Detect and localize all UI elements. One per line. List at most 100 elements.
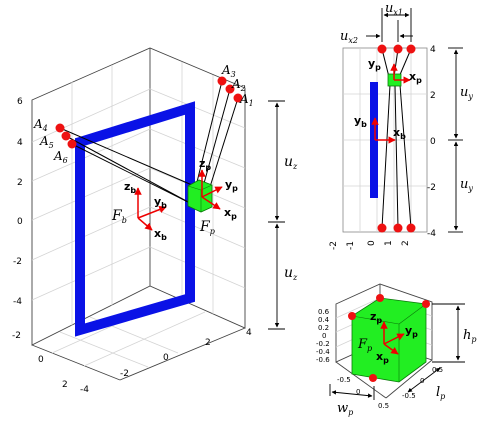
main-anchor-labels: A3 A2 A1 A4 A5 A6 <box>33 63 254 165</box>
top-view-x-ticks: -2 -1 0 1 2 <box>329 240 411 250</box>
lp-label: lp <box>436 385 445 401</box>
base-frame-label: Fb <box>111 208 127 225</box>
cube-x-label: xp <box>376 350 389 365</box>
uy-upper-label: uy <box>460 85 473 101</box>
y-tick: 4 <box>430 45 436 55</box>
base-y-label: yb <box>154 195 167 210</box>
cube-view-plot: zp yp xp Fp 0.6 0.4 0.2 0 -0.2 -0.4 -0.6… <box>316 283 477 417</box>
uy-dimensions: uy uy <box>448 47 473 233</box>
z-tick: 0 <box>322 332 326 340</box>
z-tick: -2 <box>13 257 22 267</box>
cube-frame-axes: zp yp xp Fp <box>357 310 418 365</box>
label-a2: A2 <box>231 77 246 93</box>
x-tick: 1 <box>384 240 394 246</box>
base-x-label: xb <box>154 227 167 242</box>
platform-frame-label: Fp <box>199 219 215 236</box>
uz-upper-label: uz <box>284 154 298 171</box>
hp-label: hp <box>463 328 477 344</box>
z-tick: 0.4 <box>318 316 330 324</box>
anchor-a6 <box>67 139 77 149</box>
top-view-y-ticks: 4 2 0 -2 -4 <box>427 45 436 239</box>
x-tick: -2 <box>329 241 339 250</box>
main-grid <box>31 47 246 381</box>
cube-frame-label: Fp <box>357 337 372 353</box>
main-anchors <box>55 76 243 149</box>
anchor-a1 <box>233 93 243 103</box>
main-y-ticks: -2 0 2 <box>12 331 68 390</box>
x-tick: -2 <box>120 369 129 379</box>
platform-y-label: yp <box>225 178 238 193</box>
y-tick: 2 <box>430 91 436 101</box>
uz-dimensions: uz uz <box>268 100 298 330</box>
platform-z-label: zp <box>199 157 211 172</box>
base-z-label: zb <box>124 180 136 195</box>
x-tick: 2 <box>401 240 411 246</box>
y-tick: 0 <box>430 137 436 147</box>
uz-lower-label: uz <box>284 265 298 282</box>
anchor-a2 <box>225 84 235 94</box>
x-tick: 4 <box>246 328 252 338</box>
top-view-cables <box>381 48 412 229</box>
main-3d-plot: 6 4 2 0 -2 -4 -4 -2 0 2 4 -2 0 2 <box>12 47 298 395</box>
ux-dimensions: ux1 ux2 <box>340 1 413 45</box>
cube-y-label: yp <box>405 324 418 339</box>
anchor-a5 <box>61 131 71 141</box>
top-view-platform-axes: yp xp <box>368 57 422 85</box>
z-tick: 6 <box>17 97 23 107</box>
label-a3: A3 <box>221 63 236 79</box>
x-tick: 0 <box>367 240 377 246</box>
z-tick: -0.4 <box>316 348 330 356</box>
ux1-label: ux1 <box>385 1 403 17</box>
top-view-frame-bar <box>370 82 378 198</box>
y-tick: -2 <box>12 331 21 341</box>
label-a1: A1 <box>239 92 254 108</box>
anchor-a3 <box>217 76 227 86</box>
z-tick: 2 <box>17 178 23 188</box>
base-frame-axes: zb yb xb Fb <box>111 180 167 242</box>
x-tick: 0 <box>163 353 169 363</box>
z-tick: 0.6 <box>318 308 330 316</box>
z-tick: 4 <box>17 138 23 148</box>
main-cables <box>59 80 239 208</box>
top-view-anchors <box>377 44 416 233</box>
platform-x-label: xp <box>224 206 237 221</box>
cube-z-ticks: 0.6 0.4 0.2 0 -0.2 -0.4 -0.6 <box>316 308 330 364</box>
z-tick: -0.6 <box>316 356 330 364</box>
x-tick: 0.5 <box>378 402 389 410</box>
anchor-a4 <box>55 123 65 133</box>
cube-anchors <box>348 294 430 382</box>
z-tick: -4 <box>13 297 22 307</box>
top-base-y-label: yb <box>354 114 367 129</box>
y-tick: -4 <box>427 229 436 239</box>
label-a6: A6 <box>53 149 68 165</box>
uy-lower-label: uy <box>460 177 473 193</box>
ux2-label: ux2 <box>340 29 358 45</box>
main-x-ticks: -4 -2 0 2 4 <box>80 328 252 395</box>
hp-dimension: hp <box>432 303 477 363</box>
top-platform-x-label: xp <box>409 70 422 85</box>
x-tick: -4 <box>80 385 89 395</box>
y-tick: 0 <box>38 355 44 365</box>
label-a4: A4 <box>33 117 48 133</box>
x-tick: -1 <box>346 241 356 250</box>
main-z-ticks: 6 4 2 0 -2 -4 <box>13 97 23 307</box>
lp-dimension: lp <box>407 367 445 401</box>
z-tick: 0.2 <box>318 324 329 332</box>
wp-dimension: wp <box>329 384 375 417</box>
z-tick: 0 <box>17 217 23 227</box>
x-tick: -0.5 <box>337 376 351 384</box>
y-tick: 2 <box>62 380 68 390</box>
z-tick: -0.2 <box>316 340 330 348</box>
x-tick: 2 <box>205 338 211 348</box>
y-tick: -0.5 <box>402 392 416 400</box>
y-tick: -2 <box>427 183 436 193</box>
top-platform-y-label: yp <box>368 57 381 72</box>
top-view-plot: yb xb yp xp 4 2 0 -2 -4 -2 -1 0 1 2 <box>329 1 473 250</box>
top-base-x-label: xb <box>393 126 406 141</box>
label-a5: A5 <box>39 134 54 150</box>
cube-body <box>351 297 427 383</box>
cube-z-label: zp <box>370 310 382 325</box>
platform-frame-axes: zp yp xp Fp <box>198 157 238 236</box>
